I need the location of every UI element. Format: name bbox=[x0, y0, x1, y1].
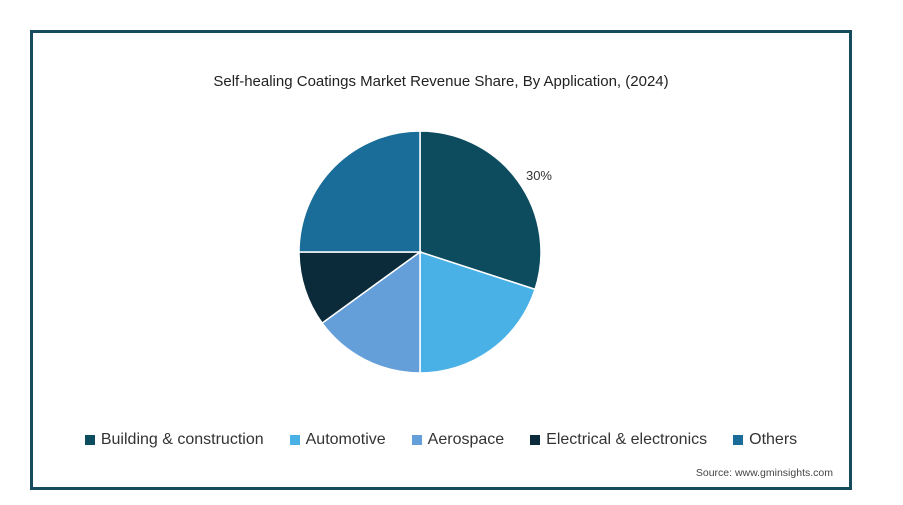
legend-item: Electrical & electronics bbox=[530, 431, 707, 449]
chart-title: Self-healing Coatings Market Revenue Sha… bbox=[213, 73, 669, 90]
legend-item: Automotive bbox=[289, 431, 386, 449]
legend-swatch bbox=[733, 435, 744, 445]
pie-chart: 30% bbox=[298, 130, 552, 374]
legend-label: Others bbox=[749, 431, 798, 448]
data-label: 30% bbox=[526, 168, 552, 183]
legend-label: Building & construction bbox=[100, 431, 264, 448]
legend: Building & construction Automotive Aerospa… bbox=[33, 431, 849, 449]
legend-label: Aerospace bbox=[427, 431, 505, 448]
pie-slice-electrical-electronics bbox=[298, 251, 423, 325]
legend-swatch bbox=[530, 435, 541, 445]
legend-item: Building & construction bbox=[84, 431, 264, 449]
legend-swatch bbox=[84, 435, 95, 445]
pie-slice-automotive bbox=[419, 250, 537, 374]
legend-item: Others bbox=[733, 431, 797, 449]
pie-slice-building-construction bbox=[419, 130, 542, 291]
legend-swatch bbox=[411, 435, 422, 445]
legend-item: Aerospace bbox=[411, 431, 505, 449]
pie-slice-aerospace bbox=[321, 250, 421, 374]
legend-swatch bbox=[289, 435, 300, 445]
chart-frame: Self-healing Coatings Market Revenue Sha… bbox=[30, 30, 852, 490]
legend-label: Electrical & electronics bbox=[546, 431, 708, 448]
pie-slice-others bbox=[298, 130, 421, 253]
legend-label: Automotive bbox=[305, 431, 386, 448]
source-note: Source: www.gminsights.com bbox=[695, 467, 833, 479]
